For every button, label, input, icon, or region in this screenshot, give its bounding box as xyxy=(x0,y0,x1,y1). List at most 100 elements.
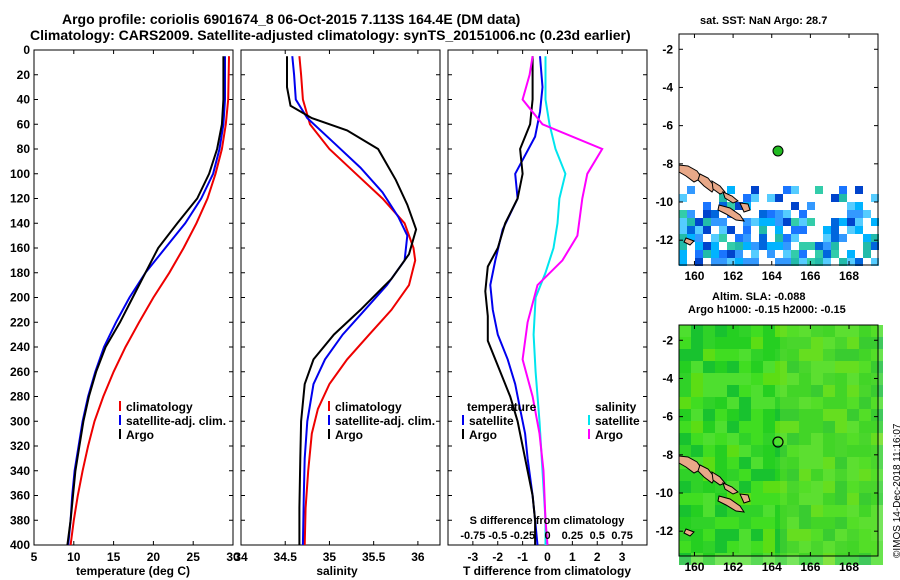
sla-cell xyxy=(811,481,823,493)
depth-tick-label: 20 xyxy=(17,68,31,82)
land-shape xyxy=(717,204,746,222)
sst-cell xyxy=(727,242,735,250)
sla-cell xyxy=(799,433,811,445)
sla-cell xyxy=(763,529,775,541)
sst-cell xyxy=(863,242,871,250)
sst-cell xyxy=(775,218,783,226)
sst-cell xyxy=(847,210,855,218)
legend-label-satellite: satellite-adj. clim. xyxy=(126,414,226,428)
sla-cell xyxy=(775,409,787,421)
sst-cell xyxy=(751,194,759,202)
sst-cell xyxy=(823,250,831,258)
land-shape xyxy=(697,173,716,193)
sla-cell xyxy=(739,457,751,469)
sla-cell xyxy=(727,325,739,337)
salinity-satellite-line xyxy=(291,56,409,545)
sla-cell xyxy=(847,517,859,529)
sla-cell xyxy=(763,337,775,349)
sla-cell xyxy=(751,505,763,517)
sst-cell xyxy=(831,250,839,258)
sla-cell xyxy=(780,325,878,556)
sla-cell xyxy=(787,325,799,337)
sla-cell xyxy=(787,337,799,349)
temperature-tick-label: 30 xyxy=(226,550,240,564)
sla-cell xyxy=(787,421,799,433)
sst-cell xyxy=(815,186,823,194)
sla-cell xyxy=(847,421,859,433)
sla-cell xyxy=(835,469,847,481)
sla-cell xyxy=(739,481,751,493)
depth-tick-label: 60 xyxy=(17,117,31,131)
sla-cell xyxy=(871,421,883,433)
sla-cell xyxy=(799,337,811,349)
sst-cell xyxy=(695,258,703,266)
sla-cell xyxy=(763,469,775,481)
sst-cell xyxy=(847,226,855,234)
sla-cell xyxy=(787,469,799,481)
sla-cell xyxy=(727,469,739,481)
title-line-1: Argo profile: coriolis 6901674_8 06-Oct-… xyxy=(62,11,521,27)
sla-cell xyxy=(775,529,787,541)
depth-tick-label: 300 xyxy=(10,414,30,428)
sst-cell xyxy=(807,218,815,226)
sla-cell xyxy=(847,409,859,421)
sla-cell xyxy=(763,433,775,445)
sla-cell xyxy=(859,373,871,385)
sla-cell xyxy=(751,361,763,373)
difference-x-axis: -3 -2 -1 0 1 2 3 xyxy=(468,50,626,564)
sla-cell xyxy=(751,529,763,541)
sla-cell xyxy=(823,529,835,541)
temperature-tick-label: 5 xyxy=(31,550,38,564)
sst-cell xyxy=(823,234,831,242)
sst-cell xyxy=(751,218,759,226)
sst-cell xyxy=(735,242,743,250)
salinity-tick-label: 34 xyxy=(234,550,248,564)
sst-map-axes: 160 162 164 166 168 -2 -4 -6 -8 -10 -12 xyxy=(656,34,878,283)
sst-cell xyxy=(767,218,775,226)
sla-cell xyxy=(679,445,691,457)
sla-cell xyxy=(811,457,823,469)
difference-y-ticks xyxy=(448,49,647,546)
depth-tick-label: 140 xyxy=(10,216,30,230)
sla-cell xyxy=(811,409,823,421)
sla-cell xyxy=(739,445,751,457)
sla-cell xyxy=(679,505,691,517)
sla-cell xyxy=(847,373,859,385)
temperature-tick-label: 10 xyxy=(67,550,81,564)
latitude-tick-label: -2 xyxy=(662,333,673,347)
sla-cell xyxy=(847,493,859,505)
sla-cell xyxy=(703,493,715,505)
temperature-satellite-line xyxy=(67,56,226,545)
sla-cell xyxy=(859,433,871,445)
sst-cell xyxy=(823,226,831,234)
longitude-tick-label: 168 xyxy=(839,560,859,574)
sla-cell xyxy=(859,385,871,397)
sla-cell xyxy=(763,481,775,493)
temperature-tick-label: 15 xyxy=(107,550,121,564)
sla-cell xyxy=(859,541,871,553)
sla-cell xyxy=(835,337,847,349)
sla-cell xyxy=(871,457,883,469)
sla-cell xyxy=(703,325,715,337)
sla-cell xyxy=(823,385,835,397)
sla-cell xyxy=(823,349,835,361)
depth-tick-label: 380 xyxy=(10,513,30,527)
sla-cell xyxy=(835,493,847,505)
sla-cell xyxy=(871,445,883,457)
sla-cell xyxy=(751,337,763,349)
sla-cell xyxy=(811,421,823,433)
sst-cell xyxy=(791,218,799,226)
sla-cell xyxy=(859,517,871,529)
sla-cell xyxy=(835,325,847,337)
sst-cell xyxy=(815,242,823,250)
sla-cell xyxy=(847,481,859,493)
difference-legend: temperature satellite Argo salinity sate… xyxy=(462,400,640,442)
sla-cell xyxy=(727,349,739,361)
sla-cell xyxy=(691,325,703,337)
sla-cell xyxy=(811,469,823,481)
sst-cells xyxy=(679,186,879,266)
sla-cell xyxy=(727,409,739,421)
sla-cell xyxy=(847,433,859,445)
latitude-tick-label: -2 xyxy=(662,42,673,56)
sla-cell xyxy=(763,397,775,409)
